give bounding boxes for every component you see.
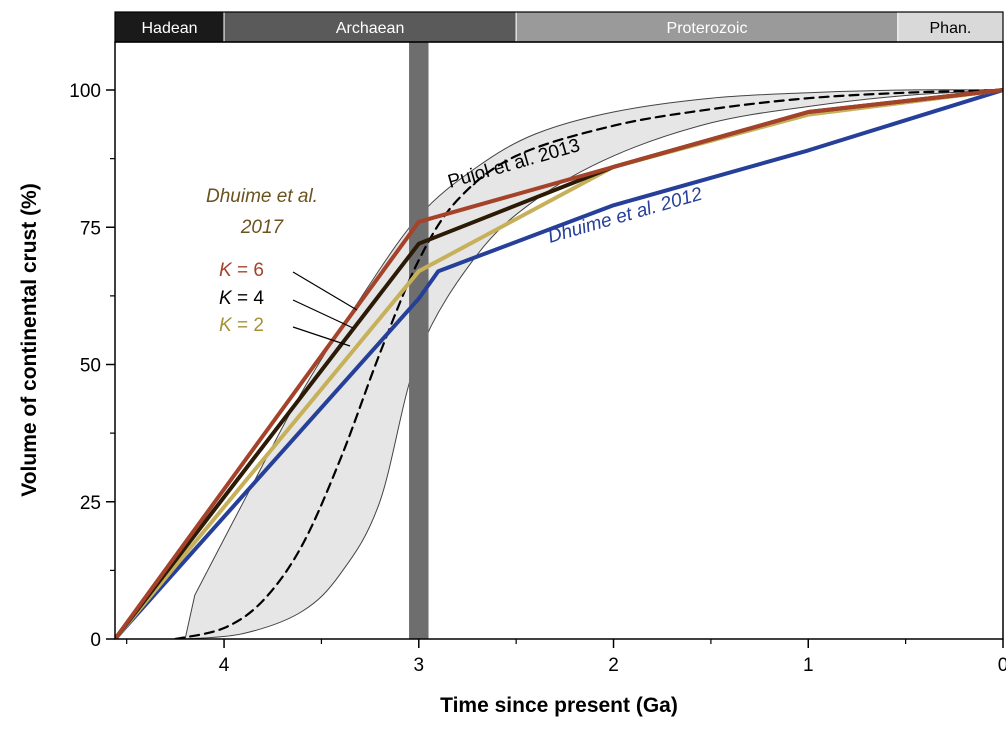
dhuime-2017-label-line1: Dhuime et al. [206,186,318,207]
eon-label-phan: Phan. [930,20,972,37]
series-line-k-6 [115,88,1003,639]
x-tick-label: 4 [219,655,230,676]
eon-label-archaean: Archaean [336,20,405,37]
k2-label: K = 2 [219,315,264,336]
y-axis-title: Volume of continental crust (%) [18,183,41,496]
vertical-band [409,42,429,639]
x-axis: 4 3 2 1 0 [126,639,1006,676]
eon-label-hadean: Hadean [142,20,198,37]
y-tick-label: 75 [80,218,101,239]
series-line-pujol-et-al-2013 [174,88,1003,639]
k2-leader-line [292,326,351,347]
x-tick-label: 2 [608,655,619,676]
y-tick-label: 25 [80,493,101,514]
vertical-band-layer [409,42,429,639]
y-tick-label: 100 [69,81,101,102]
k6-leader-line [292,271,358,311]
y-tick-label: 50 [80,356,101,377]
x-axis-title: Time since present (Ga) [440,694,678,717]
y-axis: 0 25 50 75 100 [69,81,115,651]
series-layer [115,88,1003,639]
x-tick-label: 3 [414,655,425,676]
geologic-timescale-bar: Hadean Archaean Proterozoic Phan. [114,11,1004,43]
k4-leader-line [292,299,354,329]
k4-label: K = 4 [219,288,264,309]
x-tick-label: 1 [803,655,814,676]
eon-label-proterozoic: Proterozoic [667,20,748,37]
k6-label: K = 6 [219,260,264,281]
dhuime-2017-label-line2: 2017 [240,217,285,238]
plot-frame [114,41,1004,640]
y-tick-label: 0 [90,630,101,651]
x-tick-label: 0 [998,655,1006,676]
series-line-dhuime-et-al-2012 [115,88,1003,639]
